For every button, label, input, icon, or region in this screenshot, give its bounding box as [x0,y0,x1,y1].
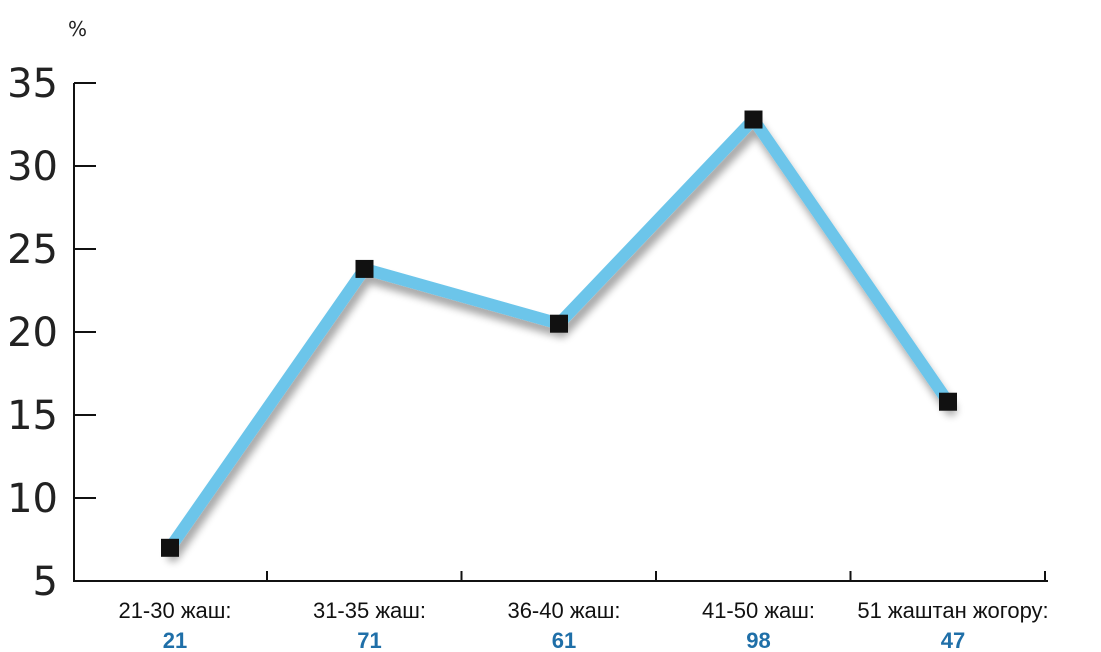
x-category-label: 21-30 жаш: [118,598,231,623]
data-point [161,538,179,557]
series-line-segment [358,262,565,330]
data-point [939,392,957,411]
x-category-label: 31-35 жаш: [313,598,426,623]
series-line-group [164,113,954,554]
y-tick-label: 35 [7,61,58,107]
data-point [744,110,763,129]
y-tick-label: 25 [7,227,58,273]
x-category-count: 71 [357,628,381,652]
x-category-label: 36-40 жаш: [507,598,620,623]
y-tick-label: 5 [33,559,58,605]
y-axis-unit: % [68,17,87,41]
series-line-segment [553,113,760,330]
x-category-count: 21 [163,628,187,652]
x-category-count: 47 [941,628,965,652]
y-tick-label: 20 [7,310,58,356]
x-axis-ticks [266,571,1046,581]
x-category-label: 51 жаштан жогору: [857,598,1048,623]
y-tick-label: 10 [7,476,58,522]
x-category-count: 98 [746,628,770,652]
series-line-segment [747,113,954,408]
x-category-count: 61 [552,628,576,652]
y-tick-label: 30 [7,144,58,190]
x-axis-labels: 21-30 жаш: 21 31-35 жаш: 71 36-40 жаш: 61 41-5… [118,598,1048,652]
data-point [550,314,568,333]
y-axis-ticks: 5 10 15 20 25 30 35 [7,61,96,605]
markers-group [161,110,957,557]
data-point [355,259,374,278]
x-category-label: 41-50 жаш: [702,598,815,623]
y-tick-label: 15 [7,393,58,439]
series-line-segment [164,262,371,554]
